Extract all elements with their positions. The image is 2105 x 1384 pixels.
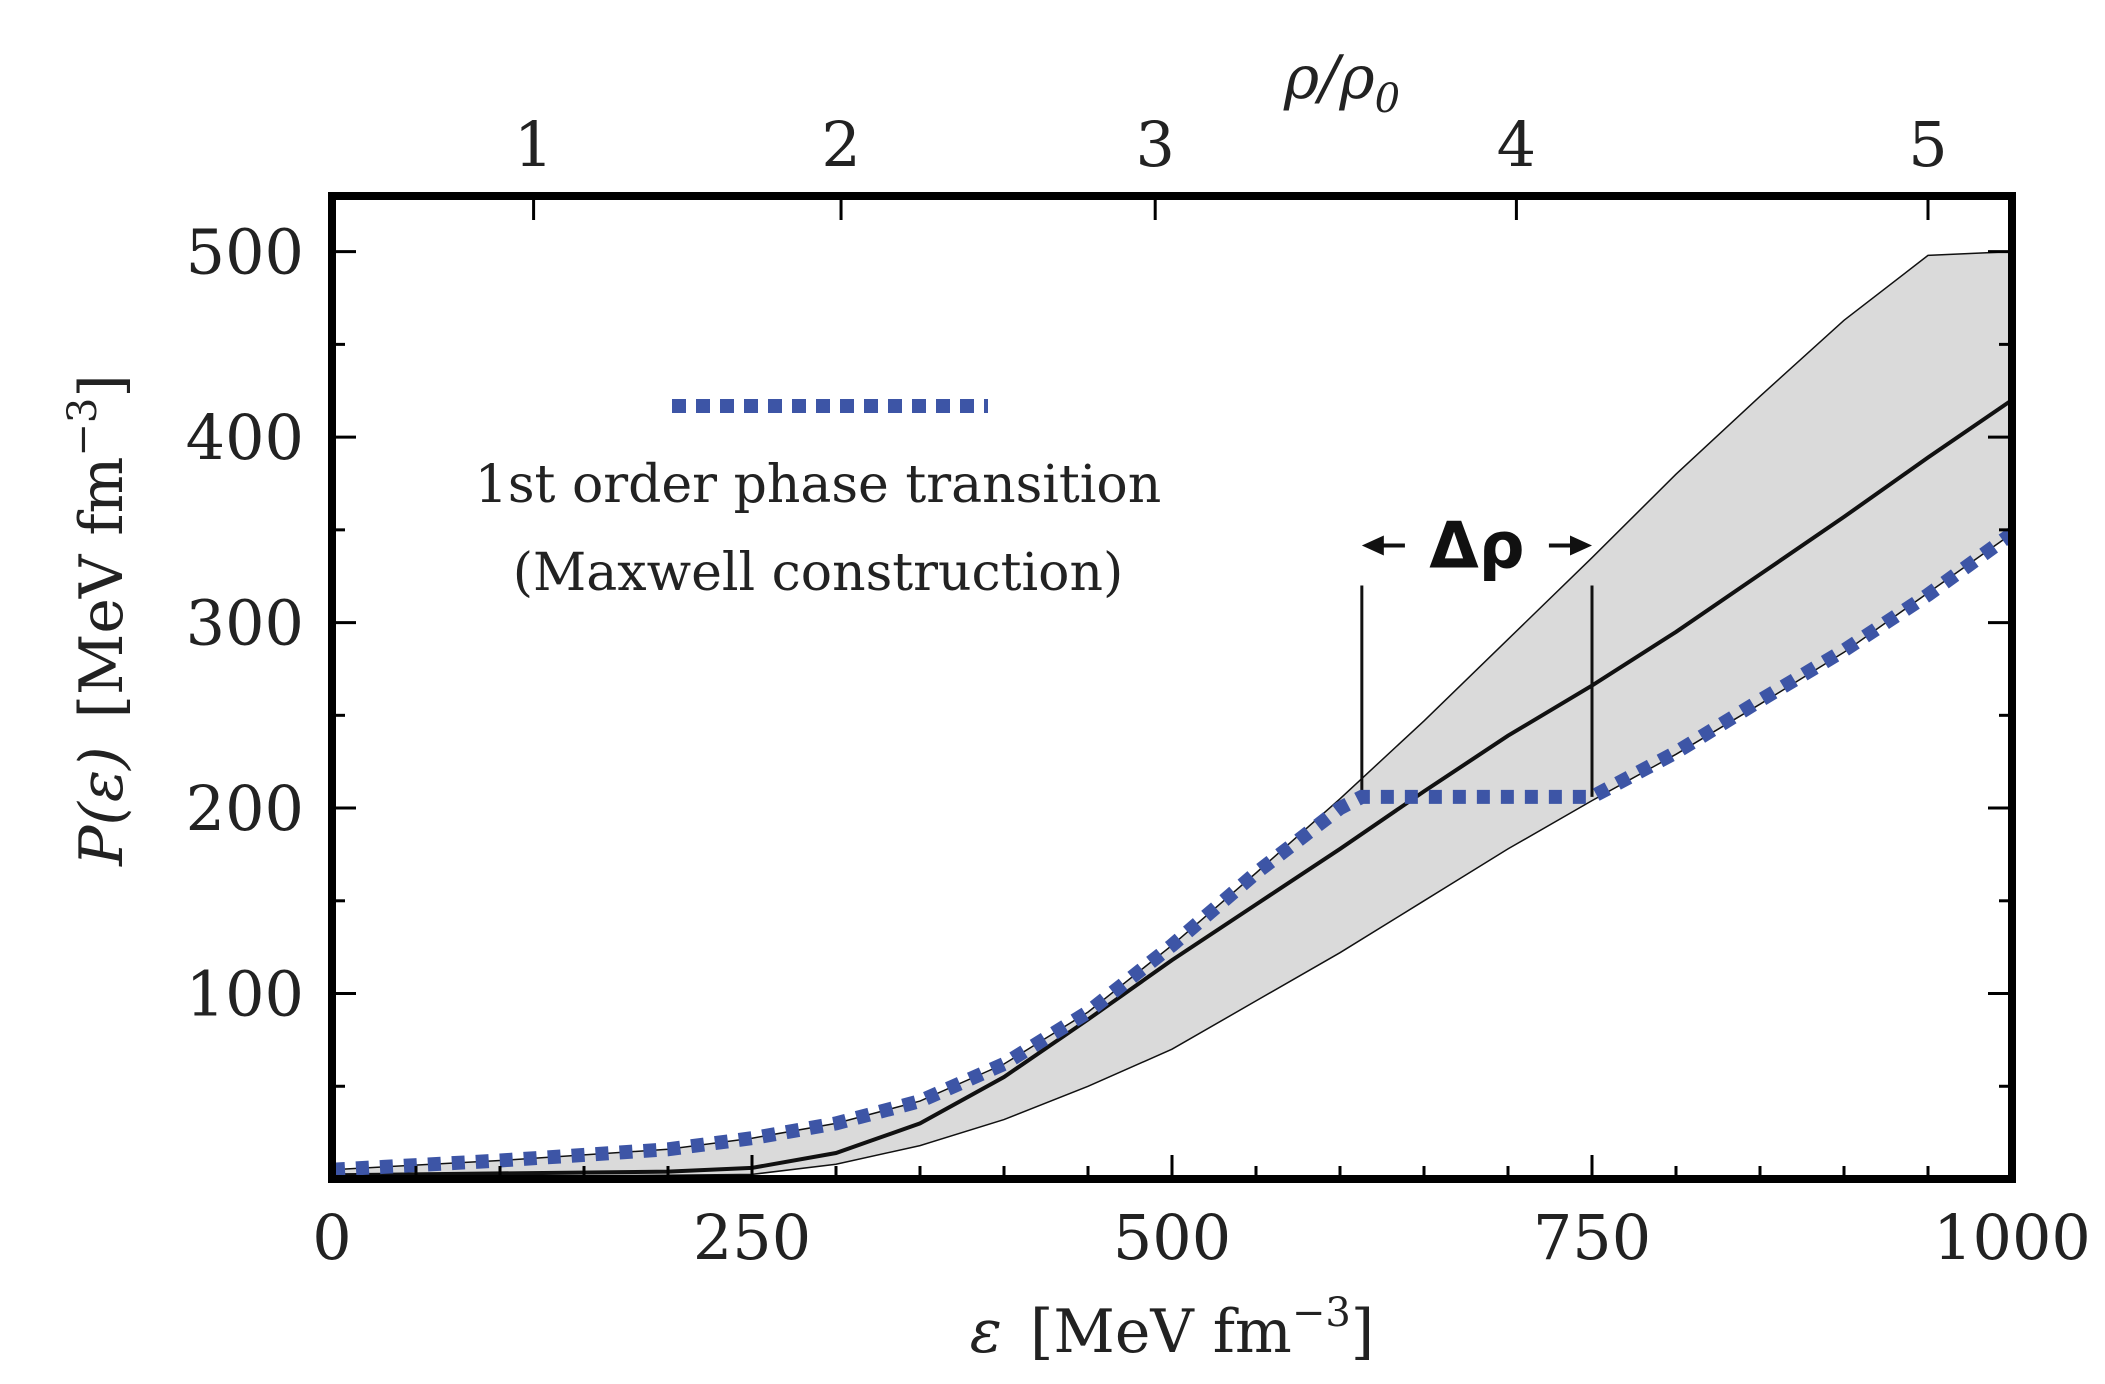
x-tick-label: 1000 [1933,1201,2091,1274]
top-axis-title: ρ/ρ0 [1283,43,1400,122]
top-tick-label: 1 [514,108,553,181]
delta-arrowhead-right [1570,535,1592,556]
top-tick-label: 5 [1908,108,1947,181]
y-tick-labels: 100 200 300 400 500 [186,216,304,1031]
top-axis-title-sub: 0 [1375,76,1400,122]
y-axis-units: [MeV fm [67,457,137,719]
top-tick-label: 2 [821,108,860,181]
legend-label-line2: (Maxwell construction) [513,543,1124,603]
legend-label-line1: 1st order phase transition [475,455,1161,515]
y-tick-label: 300 [186,587,304,660]
y-tick-label: 100 [186,958,304,1031]
x-tick-labels: 0 250 500 750 1000 [312,1201,2091,1274]
plot-frame [328,192,2016,1183]
x-tick-label: 250 [693,1201,811,1274]
series-upper-band-bound [331,250,2013,1171]
x-tick-label: 500 [1113,1201,1231,1274]
y-axis-title: P(ε) [MeV fm−3] [60,374,137,867]
y-axis-units-close: ] [67,374,137,397]
top-tick-label: 3 [1135,108,1174,181]
delta-rho-annotation: Δρ [1361,509,1592,583]
top-axis-title-main: ρ/ρ [1283,43,1375,113]
series-phase-transition [331,527,2017,1177]
x-axis-units-close: ] [1351,1297,1374,1367]
top-tick-label: 4 [1497,108,1536,181]
x-axis-units: [MeV fm [1030,1297,1292,1367]
delta-arrowhead-left [1361,535,1384,556]
y-tick-label: 500 [186,216,304,289]
delta-rho-label: Δρ [1429,509,1524,583]
y-axis-units-exponent: −3 [60,398,106,457]
x-axis-units-exponent: −3 [1292,1290,1351,1336]
y-tick-label: 200 [186,772,304,845]
y-axis-symbol: P(ε) [67,746,137,866]
x-tick-label: 750 [1533,1201,1651,1274]
uncertainty-band [332,251,2012,1178]
y-tick-label: 400 [186,401,304,474]
top-tick-labels: 1 2 3 4 5 [514,108,1948,181]
x-tick-label: 0 [312,1201,351,1274]
legend: 1st order phase transition (Maxwell cons… [475,399,1161,603]
x-axis-symbol: ε [970,1297,1002,1367]
x-axis-title: ε [MeV fm−3] [970,1290,1374,1367]
